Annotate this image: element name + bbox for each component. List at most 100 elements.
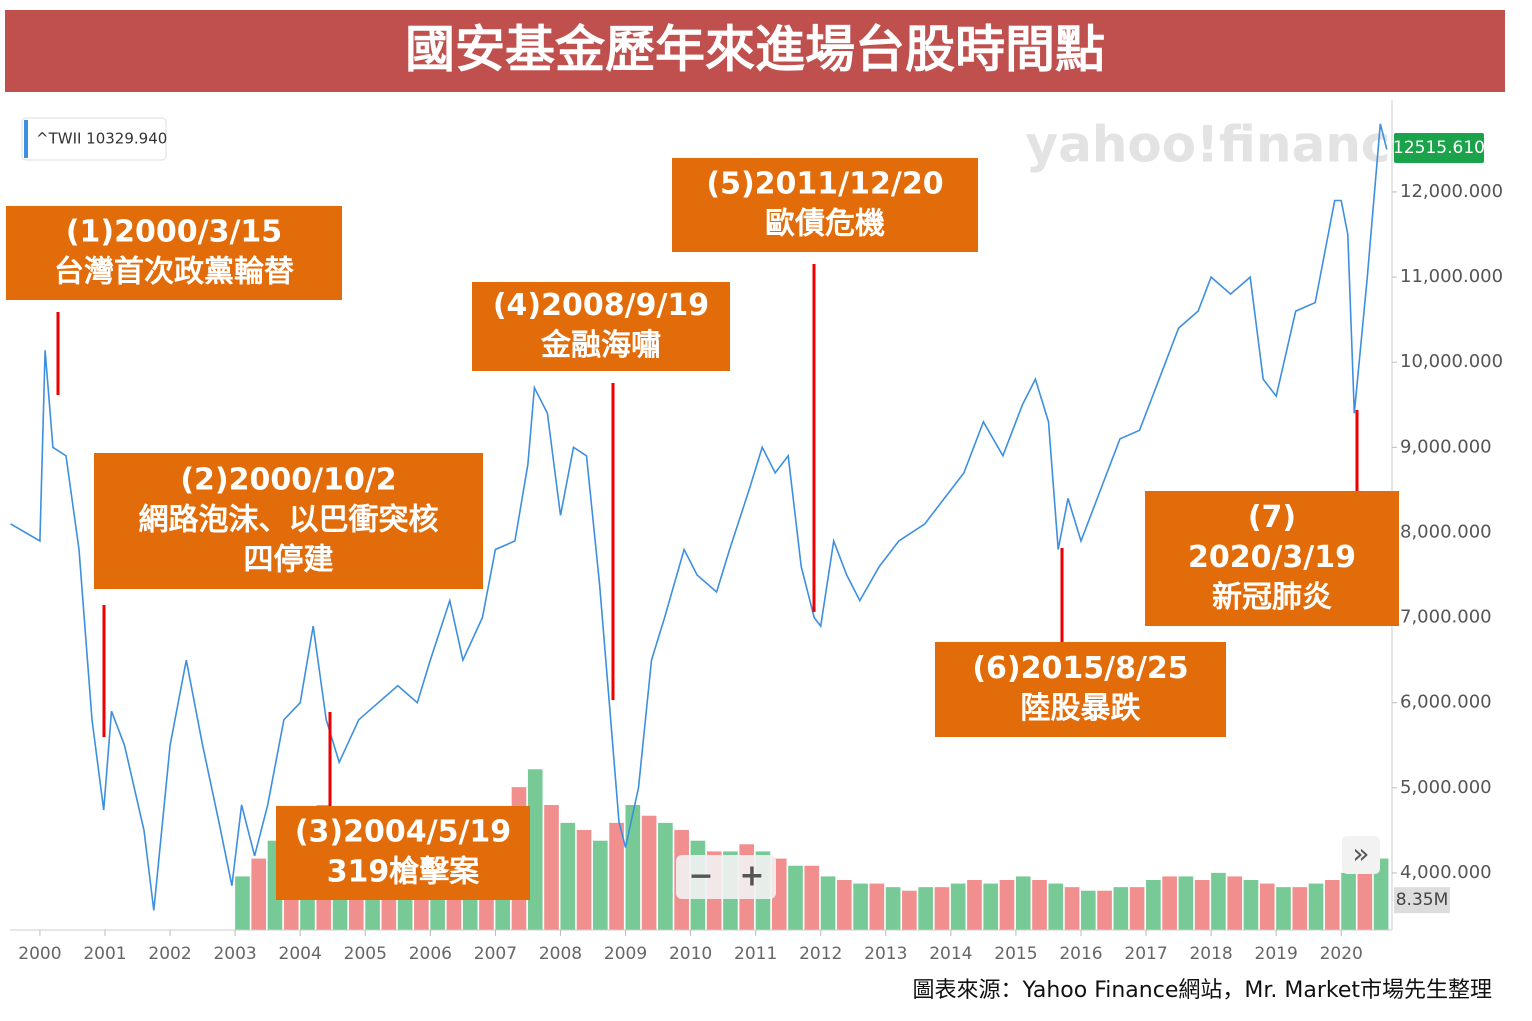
volume-bar <box>836 880 852 930</box>
scroll-right[interactable]: » <box>1352 837 1369 870</box>
volume-bar <box>1032 880 1047 930</box>
volume-bar <box>609 822 624 930</box>
volume-bar <box>560 822 576 930</box>
volume-tag-label: 8.35M <box>1396 890 1449 910</box>
annotation-text: 319槍擊案 <box>327 855 481 890</box>
volume-bar <box>1308 883 1324 930</box>
volume-bar <box>918 887 933 930</box>
x-tick-label: 2015 <box>994 944 1037 964</box>
volume-bar <box>1178 876 1194 930</box>
x-tick-label: 2017 <box>1124 944 1167 964</box>
annotation-text: 2020/3/19 <box>1188 540 1356 575</box>
x-tick-label: 2019 <box>1255 944 1298 964</box>
price-tag <box>1394 133 1484 164</box>
volume-bar <box>1097 890 1112 930</box>
volume-bar <box>934 887 950 930</box>
volume-bar <box>1113 887 1129 930</box>
annotation-text: 陸股暴跌 <box>1021 691 1141 726</box>
watermark: yahoo!finance <box>1026 116 1425 174</box>
source-note: 圖表來源：Yahoo Finance網站，Mr. Market市場先生整理 <box>912 978 1492 1003</box>
volume-bar <box>788 865 803 930</box>
volume-bar <box>1243 880 1259 930</box>
y-tick-label: 12,000.000 <box>1400 181 1503 202</box>
volume-tag <box>1394 887 1450 914</box>
volume-bar <box>1015 876 1031 930</box>
volume-bar <box>1324 880 1340 930</box>
volume-bar <box>1080 890 1096 930</box>
volume-bar <box>658 822 673 930</box>
annotation-box <box>1145 491 1399 626</box>
price-tag-label: 12515.610 <box>1393 138 1485 158</box>
y-tick-label: 6,000.000 <box>1400 692 1492 713</box>
volume-bar <box>1259 883 1275 930</box>
annotation-text: 四停建 <box>244 543 334 578</box>
volume-bar <box>1373 858 1389 930</box>
volume-bar <box>1194 880 1210 930</box>
volume-bar <box>999 880 1015 930</box>
volume-bar <box>1162 876 1177 930</box>
volume-bar <box>1341 872 1356 930</box>
y-tick-label: 10,000.000 <box>1400 351 1503 372</box>
volume-bar <box>983 883 999 930</box>
volume-bar <box>235 876 250 930</box>
annotation-text: (2)2000/10/2 <box>180 463 396 498</box>
annotation-text: (1)2000/3/15 <box>66 215 282 250</box>
annotation-text: (6)2015/8/25 <box>972 651 1188 686</box>
annotation-text: 新冠肺炎 <box>1212 580 1332 615</box>
annotation-box <box>94 453 483 589</box>
x-tick-label: 2004 <box>279 944 322 964</box>
x-tick-label: 2006 <box>409 944 452 964</box>
x-tick-label: 2008 <box>539 944 582 964</box>
volume-bar <box>853 883 868 930</box>
volume-bar <box>967 880 982 930</box>
annotation-box <box>276 806 530 900</box>
title-bar <box>5 10 1505 92</box>
annotation-text: 歐債危機 <box>765 207 885 242</box>
x-tick-label: 2013 <box>864 944 907 964</box>
volume-bar <box>1064 887 1080 930</box>
volume-bar <box>1048 883 1064 930</box>
legend-swatch <box>24 120 28 158</box>
volume-bar <box>625 805 641 930</box>
x-tick-label: 2020 <box>1320 944 1363 964</box>
y-tick-label: 7,000.000 <box>1400 607 1492 628</box>
x-tick-label: 2016 <box>1059 944 1102 964</box>
chart-title: 國安基金歷年來進場台股時間點 <box>405 21 1105 79</box>
x-tick-label: 2005 <box>344 944 387 964</box>
volume-bar <box>1227 876 1243 930</box>
y-tick-label: 9,000.000 <box>1400 436 1492 457</box>
annotation-text: (4)2008/9/19 <box>493 288 709 323</box>
legend-label: ^TWII 10329.940 <box>36 130 167 148</box>
volume-bar <box>950 883 966 930</box>
x-tick-label: 2000 <box>18 944 61 964</box>
zoom-in[interactable]: + <box>739 859 764 894</box>
annotation-text: (3)2004/5/19 <box>295 815 511 850</box>
x-tick-label: 2014 <box>929 944 972 964</box>
volume-bar <box>1292 887 1308 930</box>
volume-bar <box>1211 872 1226 930</box>
annotation-text: 網路泡沫、以巴衝突核 <box>139 503 439 538</box>
volume-bar <box>592 840 608 930</box>
legend-box <box>21 117 167 161</box>
zoom-out[interactable]: − <box>688 859 713 894</box>
x-tick-label: 2018 <box>1189 944 1232 964</box>
volume-bar <box>902 890 917 930</box>
volume-bar <box>885 887 901 930</box>
x-tick-label: 2010 <box>669 944 712 964</box>
y-tick-label: 5,000.000 <box>1400 777 1492 798</box>
volume-bar <box>1357 858 1373 930</box>
zoom-controls <box>676 855 776 899</box>
x-tick-label: 2009 <box>604 944 647 964</box>
annotation-text: 台灣首次政黨輪替 <box>54 255 294 290</box>
annotation-box <box>6 206 342 300</box>
volume-bar <box>820 876 836 930</box>
volume-bar <box>641 815 657 930</box>
annotation-text: 金融海嘯 <box>540 328 661 363</box>
y-tick-label: 4,000.000 <box>1400 862 1492 883</box>
scroll-button[interactable] <box>1342 836 1380 874</box>
x-tick-label: 2003 <box>213 944 256 964</box>
volume-bar <box>527 769 543 930</box>
volume-bar <box>1129 887 1145 930</box>
annotation-box <box>672 158 978 252</box>
